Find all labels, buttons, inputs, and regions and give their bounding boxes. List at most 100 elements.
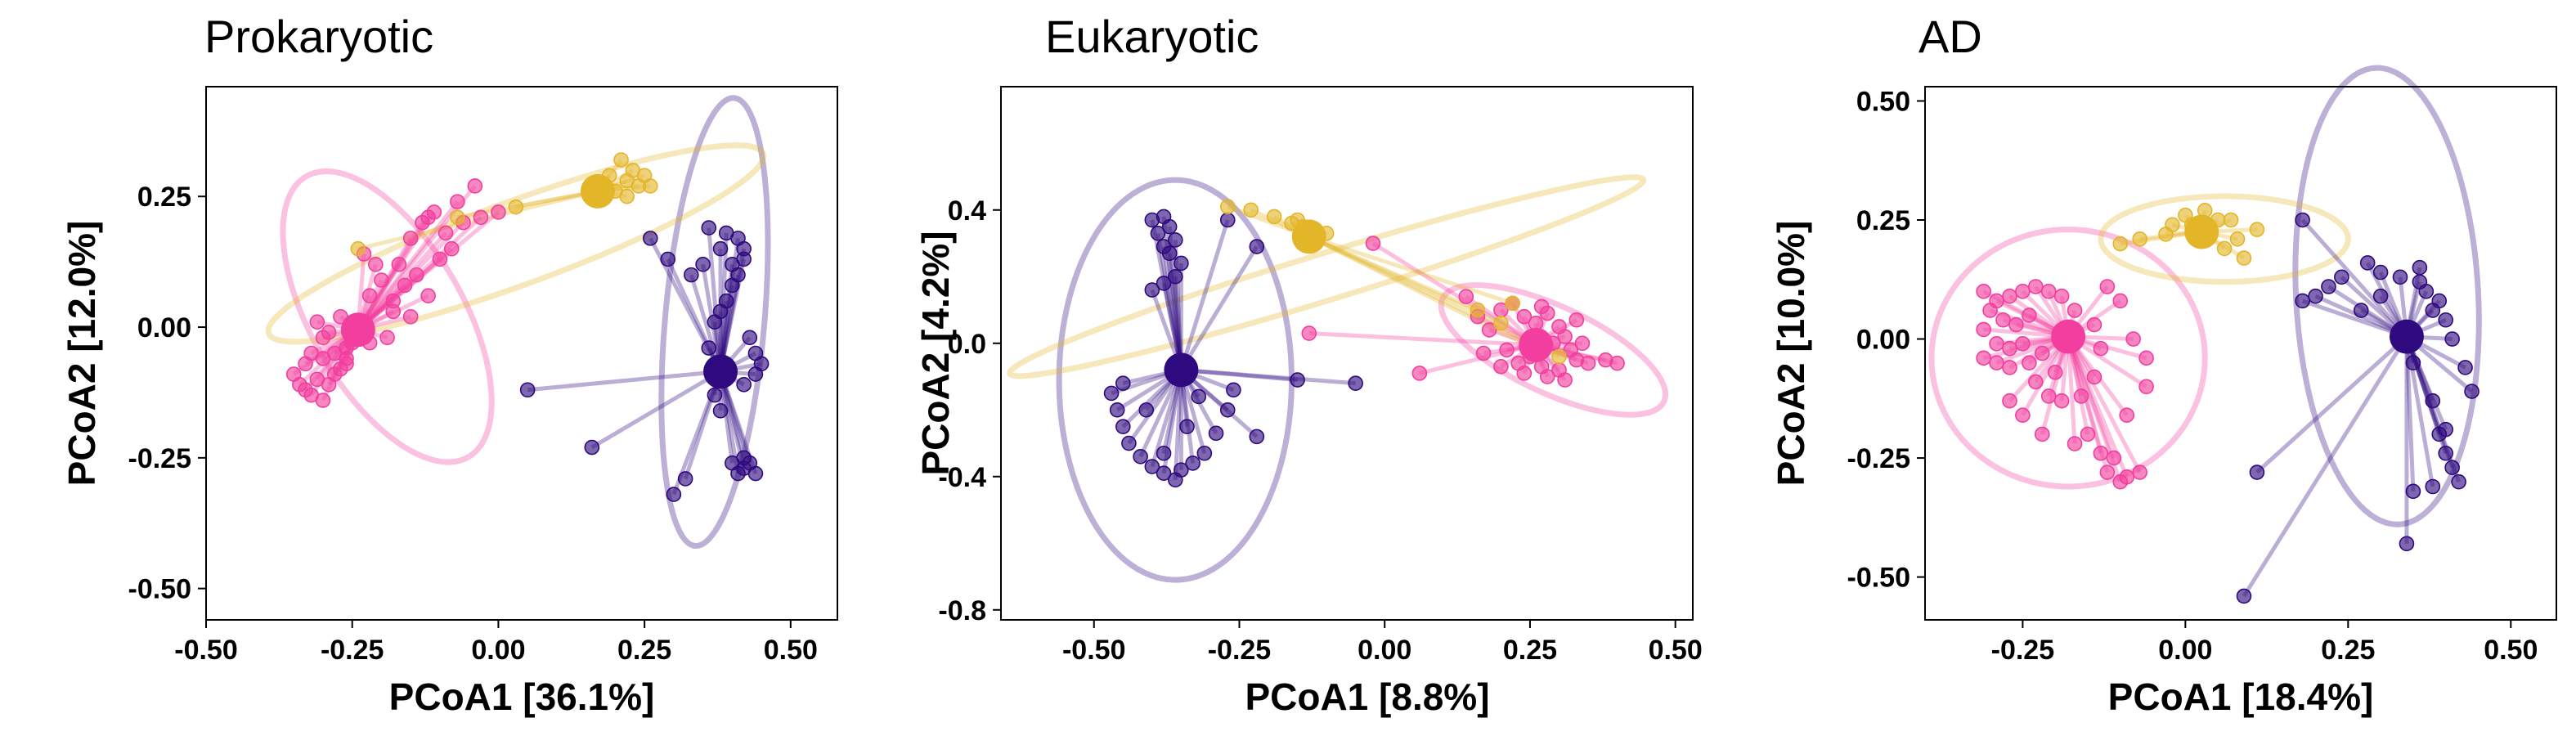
spider-line [1178, 219, 1230, 371]
sample-point [2249, 222, 2265, 237]
sample-point [701, 340, 717, 356]
sample-point [2438, 421, 2454, 438]
y-axis-label: PCoA2 [10.0%] [1770, 221, 1812, 487]
sample-point [2138, 379, 2154, 395]
sample-point [2249, 464, 2265, 480]
sample-point [725, 257, 740, 272]
spider-line [1308, 235, 1479, 312]
sample-point [315, 393, 331, 408]
sample-point [1185, 456, 1200, 471]
panel-title: AD [1919, 11, 1982, 62]
sample-point [1551, 348, 1567, 365]
sample-point [736, 450, 752, 466]
sample-point [2425, 393, 2441, 409]
confidence-ellipse-1 [658, 95, 771, 550]
y-tick-label: 0.0 [948, 329, 986, 360]
spider-line [1371, 241, 1537, 347]
sample-point [1208, 425, 1224, 442]
sample-point [2112, 473, 2129, 490]
group-centroid-2 [580, 173, 615, 209]
sample-point [1290, 372, 1305, 388]
sample-point [1574, 335, 1591, 352]
sample-point [1557, 329, 1573, 344]
sample-point [2359, 255, 2376, 271]
sample-point [2236, 250, 2252, 266]
sample-point [491, 204, 506, 220]
spider-line [357, 210, 500, 332]
confidence-ellipse-2 [265, 142, 767, 345]
spider-line [1308, 331, 1537, 348]
sample-point [712, 403, 729, 419]
sample-point [584, 439, 600, 456]
y-axis-label: PCoA2 [4.2%] [914, 231, 957, 475]
sample-point [420, 288, 436, 303]
sample-point [1539, 305, 1555, 321]
confidence-ellipse-2 [2098, 193, 2351, 285]
sample-point [1243, 202, 1259, 218]
sample-point [367, 257, 384, 272]
sample-point [379, 330, 395, 346]
sample-point [432, 251, 448, 267]
x-tick-label: 0.25 [617, 635, 671, 666]
x-tick-label: -0.50 [1062, 635, 1126, 666]
sample-point [385, 303, 402, 320]
sample-point [2093, 340, 2109, 357]
sample-point [2425, 478, 2441, 495]
spider-line [357, 258, 442, 332]
sample-point [2073, 388, 2089, 404]
y-tick-label: -0.25 [128, 443, 192, 474]
sample-point [2295, 293, 2310, 309]
y-tick-label: -0.50 [128, 574, 192, 605]
sample-point [2002, 340, 2017, 357]
confidence-ellipse-0 [1438, 282, 1669, 418]
sample-point [736, 240, 752, 257]
sample-point [1475, 345, 1492, 361]
spider-line [1308, 234, 1514, 306]
spider-line [1179, 245, 1259, 371]
sample-point [1365, 236, 1381, 251]
sample-point [1144, 459, 1160, 474]
sample-point [1133, 449, 1148, 464]
sample-point [2132, 231, 2147, 247]
sample-point [450, 209, 465, 226]
sample-point [1115, 375, 1131, 391]
spider-line [356, 200, 460, 331]
sample-point [2112, 293, 2129, 309]
x-tick-label: 0.00 [1358, 635, 1411, 666]
sample-point [2132, 464, 2147, 480]
sample-point [1982, 303, 1998, 318]
y-tick-label: -0.25 [1847, 443, 1911, 474]
panel-eukaryotic: Eukaryotic -0.50 -0.25 0.00 0.25 0.50 -0.8 -0.… [914, 11, 1703, 718]
sample-point [701, 220, 717, 236]
x-tick-label: 0.50 [764, 635, 818, 666]
sample-point [2093, 445, 2109, 461]
x-tick-label: -0.25 [1991, 635, 2055, 666]
sample-point [2002, 393, 2017, 409]
group-centroid-2 [1291, 219, 1326, 254]
sample-point [315, 351, 331, 366]
sample-point [1499, 342, 1515, 358]
group-centroid-0 [2051, 319, 2086, 354]
group-centroid-1 [2389, 319, 2424, 354]
sample-point [1516, 308, 1533, 325]
sample-point [683, 267, 699, 283]
sample-point [402, 231, 419, 246]
x-tick-label: 0.25 [1503, 635, 1557, 666]
sample-point [361, 288, 378, 303]
sample-point [1219, 212, 1236, 228]
spider-line [1308, 235, 1502, 325]
sample-point [2353, 303, 2369, 318]
sample-point [712, 240, 729, 257]
group-centroid-2 [2184, 214, 2219, 249]
sample-point [2165, 217, 2180, 233]
sample-point [2053, 393, 2070, 409]
sample-point [1138, 402, 1155, 418]
sample-point [1976, 284, 1991, 299]
spider-line [2255, 334, 2408, 474]
sample-point [1976, 350, 1991, 366]
y-tick-label: -0.8 [938, 595, 986, 626]
spider-line [2066, 335, 2142, 473]
sample-point [2392, 269, 2408, 285]
sample-point [2008, 316, 2024, 333]
sample-point [450, 194, 465, 209]
